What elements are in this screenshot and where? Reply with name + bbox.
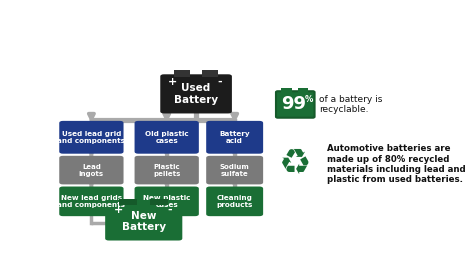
FancyBboxPatch shape xyxy=(160,74,232,114)
Text: Plastic
pellets: Plastic pellets xyxy=(153,164,181,177)
FancyBboxPatch shape xyxy=(206,121,263,154)
Text: Old plastic
cases: Old plastic cases xyxy=(145,131,189,144)
Text: ♻: ♻ xyxy=(279,147,311,181)
Text: %: % xyxy=(305,95,313,104)
Text: New
Battery: New Battery xyxy=(122,211,166,232)
FancyBboxPatch shape xyxy=(59,186,124,216)
FancyBboxPatch shape xyxy=(135,156,199,185)
FancyBboxPatch shape xyxy=(135,121,199,154)
Text: 99: 99 xyxy=(281,95,306,114)
FancyBboxPatch shape xyxy=(276,91,315,118)
FancyBboxPatch shape xyxy=(298,88,308,92)
Text: +: + xyxy=(113,205,123,215)
Text: Battery
acid: Battery acid xyxy=(219,131,250,144)
Text: +: + xyxy=(167,77,177,87)
FancyBboxPatch shape xyxy=(105,202,182,241)
Text: Lead
ingots: Lead ingots xyxy=(79,164,104,177)
FancyBboxPatch shape xyxy=(202,70,218,77)
FancyBboxPatch shape xyxy=(135,186,199,216)
Text: Used
Battery: Used Battery xyxy=(174,83,218,105)
FancyBboxPatch shape xyxy=(59,121,124,154)
Text: -: - xyxy=(167,205,172,215)
FancyBboxPatch shape xyxy=(206,156,263,185)
FancyBboxPatch shape xyxy=(59,156,124,185)
Text: New plastic
cases: New plastic cases xyxy=(143,195,191,208)
FancyBboxPatch shape xyxy=(206,186,263,216)
Text: New lead grids
and components: New lead grids and components xyxy=(57,195,126,208)
FancyBboxPatch shape xyxy=(150,199,168,205)
FancyBboxPatch shape xyxy=(281,88,292,92)
Text: Used lead grid
and components: Used lead grid and components xyxy=(57,131,126,144)
FancyBboxPatch shape xyxy=(119,199,137,205)
Text: Cleaning
products: Cleaning products xyxy=(217,195,253,208)
Text: of a battery is
recyclable.: of a battery is recyclable. xyxy=(319,95,383,114)
FancyBboxPatch shape xyxy=(174,70,191,77)
Text: Automotive batteries are
made up of 80% recycled
materials including lead and
pl: Automotive batteries are made up of 80% … xyxy=(327,144,465,184)
Text: Sodium
sulfate: Sodium sulfate xyxy=(220,164,249,177)
Text: -: - xyxy=(218,77,222,87)
